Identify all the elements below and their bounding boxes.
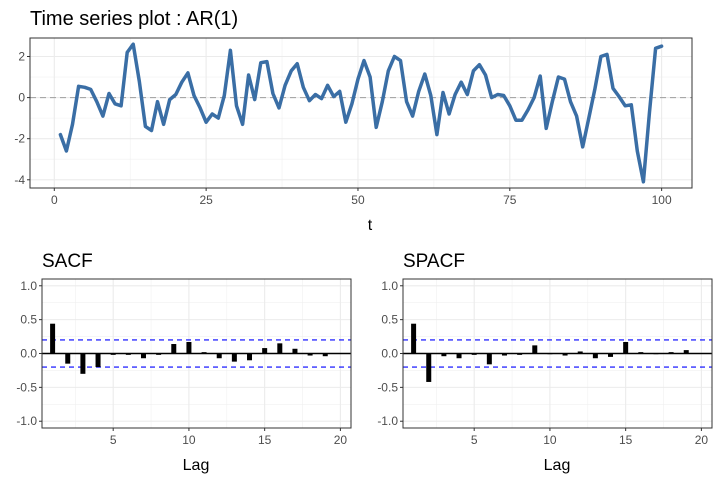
sacf-xlabel: Lag [183, 457, 210, 474]
correlation-bar [501, 353, 507, 356]
correlation-bar [140, 353, 146, 359]
panel-border [29, 37, 693, 189]
x-tick-label: 0 [51, 193, 58, 207]
panel-border [41, 278, 352, 429]
y-tick-label: 1.0 [381, 279, 398, 293]
y-tick-label: 0.0 [20, 347, 37, 361]
correlation-bar [186, 341, 192, 354]
y-tick-label: 0 [18, 91, 25, 105]
x-tick-label: 100 [652, 193, 672, 207]
x-tick-label: 75 [503, 193, 517, 207]
correlation-bar [322, 353, 328, 357]
y-tick-label: -2 [14, 132, 25, 146]
correlation-bar [456, 353, 462, 359]
correlation-bar [411, 323, 417, 354]
series-line [58, 42, 664, 184]
correlation-bar [608, 353, 614, 357]
sacf-panel: 5 10 15 20 -1.0 -0.5 0.0 0.5 1.0 [16, 278, 352, 447]
panel-border [402, 278, 713, 429]
y-tick-label: -0.5 [377, 380, 398, 394]
correlation-bar [592, 353, 598, 359]
timeseries-title: Time series plot : AR(1) [30, 8, 238, 30]
correlation-bar [307, 353, 313, 356]
x-tick-label: 10 [543, 433, 557, 447]
spacf-xlabel: Lag [544, 457, 571, 474]
timeseries-panel: 0 25 50 75 100 -4 -2 0 2 [14, 37, 693, 207]
x-tick-label: 10 [182, 433, 196, 447]
y-tick-label: 1.0 [20, 279, 37, 293]
x-tick-label: 25 [199, 193, 213, 207]
correlation-bar [231, 353, 237, 362]
x-tick-label: 20 [334, 433, 348, 447]
correlation-bar [95, 353, 101, 368]
x-tick-label: 50 [351, 193, 365, 207]
correlation-bar [623, 341, 629, 354]
y-tick-label: 2 [18, 49, 25, 63]
y-tick-label: 0.5 [381, 313, 398, 327]
y-tick-label: -1.0 [16, 414, 37, 428]
sacf-title: SACF [42, 251, 93, 272]
correlation-bar [216, 353, 222, 359]
correlation-bar [171, 344, 177, 354]
correlation-bar [80, 353, 86, 374]
correlation-bar [277, 343, 283, 354]
spacf-panel: 5 10 15 20 -1.0 -0.5 0.0 0.5 1.0 [377, 278, 713, 447]
spacf-title: SPACF [403, 251, 465, 272]
correlation-bar [486, 353, 492, 365]
correlation-bar [683, 350, 689, 354]
correlation-bar [247, 353, 253, 361]
x-tick-label: 5 [110, 433, 117, 447]
correlation-bar [65, 353, 71, 364]
y-tick-label: -4 [14, 173, 25, 187]
correlation-bar [441, 353, 447, 357]
timeseries-xlabel: t [368, 217, 373, 234]
x-tick-label: 20 [695, 433, 709, 447]
correlation-bar [577, 351, 583, 354]
correlation-bar [532, 345, 538, 354]
x-tick-label: 5 [471, 433, 478, 447]
correlation-bar [292, 348, 298, 354]
correlation-bar [426, 353, 432, 382]
correlation-bar [262, 348, 268, 354]
correlation-bar [50, 323, 56, 354]
panel-background [30, 38, 692, 188]
y-tick-label: -0.5 [16, 380, 37, 394]
x-tick-label: 15 [258, 433, 272, 447]
y-tick-label: 0.0 [381, 347, 398, 361]
x-tick-label: 15 [619, 433, 633, 447]
correlation-bar [562, 353, 568, 356]
y-tick-label: -1.0 [377, 414, 398, 428]
y-tick-label: 0.5 [20, 313, 37, 327]
